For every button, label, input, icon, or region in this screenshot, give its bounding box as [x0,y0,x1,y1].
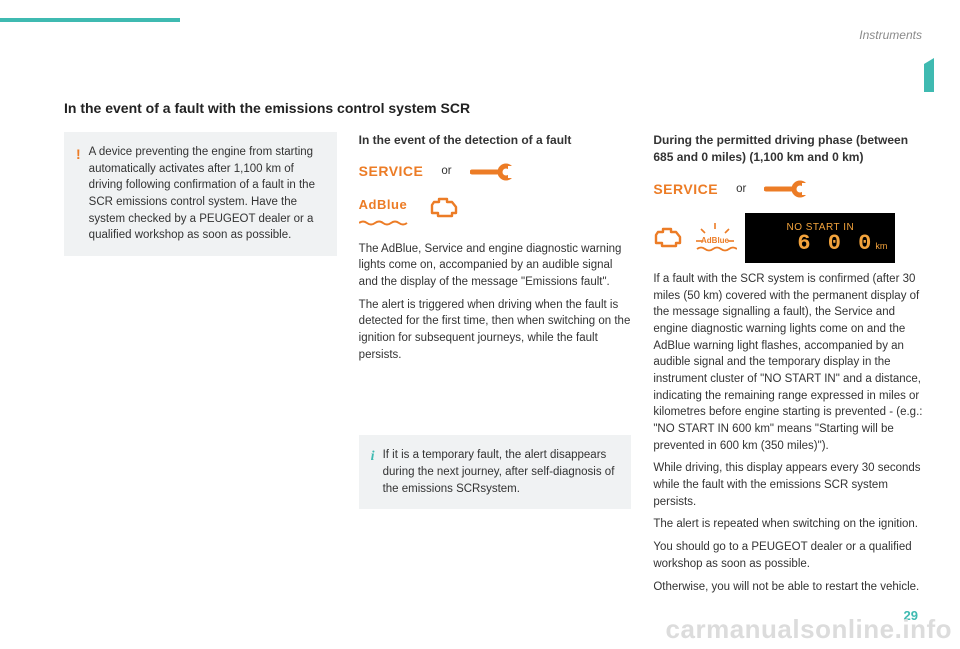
chapter-number-icon [920,58,942,97]
info-icon: i [371,447,375,497]
adblue-label-wrap: AdBlue [359,196,411,221]
wrench-icon [470,162,516,182]
spacer [359,363,632,435]
instrument-display: NO START IN 6 0 0km [745,213,895,263]
col3-subheading: During the permitted driving phase (betw… [653,132,926,167]
or-label: or [736,181,746,198]
col2-icon-row-1: SERVICE or [359,161,632,181]
adblue-underline-icon [359,215,411,221]
service-label: SERVICE [359,161,424,181]
svg-text:AdBlue: AdBlue [701,236,730,245]
warning-note: ! A device preventing the engine from st… [64,132,337,256]
breadcrumb: Instruments [859,28,922,42]
col2-subheading: In the event of the detection of a fault [359,132,632,149]
column-3: During the permitted driving phase (betw… [653,132,926,595]
col3-body-2: While driving, this display appears ever… [653,460,926,510]
warning-icon: ! [76,144,81,244]
column-2: In the event of the detection of a fault… [359,132,632,595]
col2-icon-row-2: AdBlue [359,196,632,221]
top-accent-bar [0,18,180,22]
col3-icon-row-2: AdBlue NO START IN 6 0 0km [653,213,926,263]
page-content: In the event of a fault with the emissio… [64,100,926,595]
col2-body-1: The AdBlue, Service and engine diagnosti… [359,241,632,291]
adblue-sun-icon: AdBlue [693,221,737,255]
wrench-icon [764,179,810,199]
display-value: 6 0 0 [797,231,873,256]
engine-icon [653,226,685,250]
adblue-label: AdBlue [359,197,408,212]
col3-body-3: The alert is repeated when switching on … [653,516,926,533]
service-label: SERVICE [653,179,718,199]
col3-body-5: Otherwise, you will not be able to resta… [653,579,926,596]
column-1: ! A device preventing the engine from st… [64,132,337,595]
engine-icon [429,196,461,220]
or-label: or [441,163,451,180]
watermark: carmanualsonline.info [666,614,952,645]
info-note-text: If it is a temporary fault, the alert di… [383,447,618,497]
section-title: In the event of a fault with the emissio… [64,100,926,116]
col2-body-2: The alert is triggered when driving when… [359,297,632,364]
col3-icon-row-1: SERVICE or [653,179,926,199]
warning-note-text: A device preventing the engine from star… [89,144,323,244]
info-note: i If it is a temporary fault, the alert … [359,435,632,509]
col3-body-4: You should go to a PEUGEOT dealer or a q… [653,539,926,572]
display-unit: km [875,241,887,251]
columns: ! A device preventing the engine from st… [64,132,926,595]
col3-body-1: If a fault with the SCR system is confir… [653,271,926,454]
